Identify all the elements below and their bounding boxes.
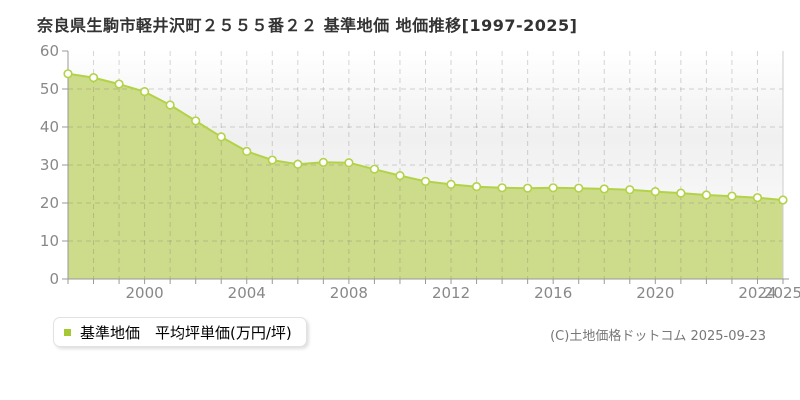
legend-swatch-icon <box>64 328 71 336</box>
data-point-2014 <box>497 183 507 193</box>
data-point-2022 <box>701 190 711 200</box>
data-point-2015 <box>523 183 533 193</box>
data-point-2004 <box>242 146 252 156</box>
y-axis-label-20: 20 <box>40 194 59 212</box>
data-point-2007 <box>318 157 328 167</box>
data-point-2003 <box>216 132 226 142</box>
copyright-text: (C)土地価格ドットコム 2025-09-23 <box>550 329 766 344</box>
data-point-2012 <box>446 179 456 189</box>
x-axis-label-2016: 2016 <box>534 284 572 302</box>
data-point-2001 <box>165 100 175 110</box>
data-point-2016 <box>548 183 558 193</box>
x-axis-label-2004: 2004 <box>228 284 266 302</box>
data-point-2021 <box>676 188 686 198</box>
data-point-2019 <box>625 185 635 195</box>
x-axis-label-2025: 2025 <box>764 284 800 302</box>
data-point-1998 <box>88 72 99 83</box>
y-axis-label-60: 60 <box>40 42 59 60</box>
data-point-2009 <box>369 164 380 174</box>
x-axis-label-2008: 2008 <box>330 284 368 302</box>
x-axis-label-2020: 2020 <box>636 284 674 302</box>
legend-box: 基準地価 平均坪単価(万円/坪) <box>53 317 307 347</box>
data-point-2013 <box>471 182 482 192</box>
y-axis-label-50: 50 <box>40 80 59 98</box>
data-point-2010 <box>395 171 405 181</box>
y-axis-label-10: 10 <box>40 232 59 250</box>
x-axis-label-2024: 2024 <box>738 284 776 302</box>
data-point-2018 <box>599 184 609 194</box>
data-point-2002 <box>191 116 201 126</box>
data-point-1999 <box>114 79 124 89</box>
y-axis-label-30: 30 <box>40 156 59 174</box>
page-title: 奈良県生駒市軽井沢町２５５５番２２ 基準地価 地価推移[1997-2025] <box>37 16 578 35</box>
data-point-2005 <box>267 155 277 165</box>
y-axis-label-0: 0 <box>49 270 59 288</box>
data-point-2011 <box>420 176 431 186</box>
data-point-2017 <box>574 183 584 193</box>
data-point-2023 <box>727 191 737 201</box>
data-point-2006 <box>293 159 303 169</box>
data-point-2025 <box>778 195 788 205</box>
area-fill <box>68 73 783 279</box>
x-axis-label-2012: 2012 <box>432 284 470 302</box>
x-axis-label-2000: 2000 <box>126 284 164 302</box>
data-point-2024 <box>752 193 763 203</box>
data-point-2020 <box>650 187 660 197</box>
data-point-2008 <box>344 158 354 168</box>
y-axis-label-40: 40 <box>40 118 59 136</box>
data-point-1997 <box>63 69 73 79</box>
price-trend-chart: 0 10 20 30 40 50 60 2000 2004 2008 2012 2016 2020 202… <box>40 42 800 302</box>
legend-label: 基準地価 平均坪単価(万円/坪) <box>80 323 292 342</box>
data-point-2000 <box>140 87 150 97</box>
